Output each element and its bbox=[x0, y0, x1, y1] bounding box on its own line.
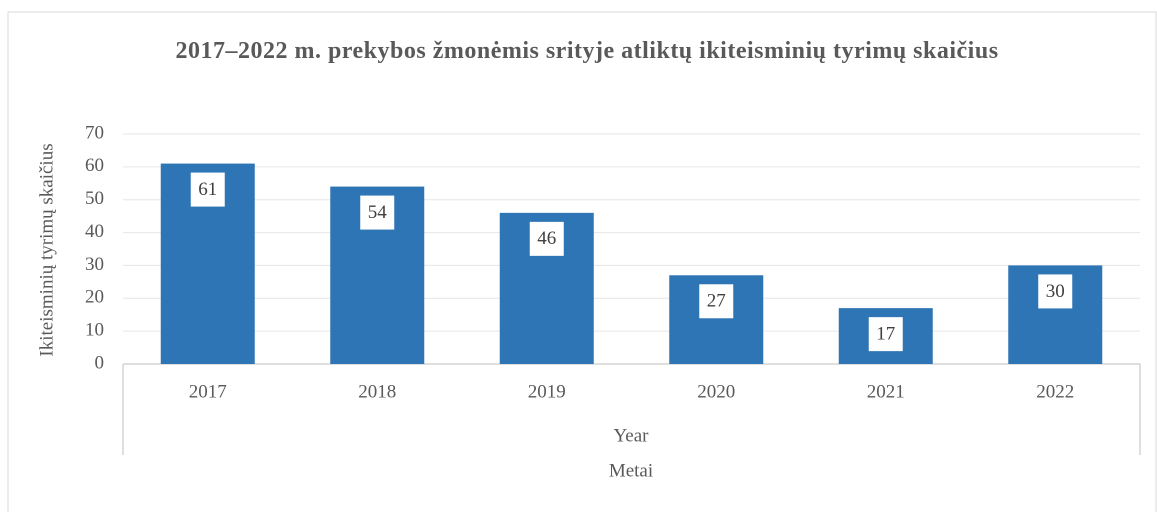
data-label: 46 bbox=[537, 228, 556, 249]
x-tick-label: 2018 bbox=[358, 381, 396, 402]
data-label-box bbox=[529, 221, 564, 256]
y-axis-label: Ikiteisminių tyrimų skaičius bbox=[36, 143, 57, 356]
y-tick-label: 50 bbox=[85, 188, 104, 209]
y-tick-label: 10 bbox=[85, 320, 104, 341]
y-tick-label: 40 bbox=[85, 221, 104, 242]
data-label: 30 bbox=[1046, 281, 1065, 302]
x-tick-label: 2019 bbox=[528, 381, 566, 402]
x-tick-label: 2017 bbox=[189, 381, 227, 402]
data-label: 61 bbox=[198, 179, 217, 200]
data-label-box bbox=[1038, 274, 1073, 309]
data-label-box bbox=[699, 284, 734, 319]
y-tick-label: 30 bbox=[85, 254, 104, 275]
data-label: 54 bbox=[368, 202, 388, 223]
y-tick-label: 0 bbox=[95, 352, 105, 373]
x-tick-label: 2020 bbox=[697, 381, 735, 402]
x-axis-label: Year bbox=[613, 425, 649, 446]
x-tick-label: 2022 bbox=[1036, 381, 1074, 402]
data-label-box bbox=[360, 195, 395, 230]
y-tick-label: 20 bbox=[85, 287, 104, 308]
data-label-box bbox=[190, 172, 225, 207]
x-tick-label: 2021 bbox=[867, 381, 905, 402]
chart-title: 2017–2022 m. prekybos žmonėmis srityje a… bbox=[175, 38, 999, 64]
x-axis-group-label: Metai bbox=[609, 460, 653, 481]
data-label-box bbox=[868, 317, 903, 352]
data-label: 27 bbox=[707, 291, 726, 312]
y-tick-label: 70 bbox=[85, 122, 104, 143]
data-label: 17 bbox=[876, 324, 895, 345]
chart-border bbox=[7, 11, 1157, 512]
y-tick-label: 60 bbox=[85, 155, 104, 176]
